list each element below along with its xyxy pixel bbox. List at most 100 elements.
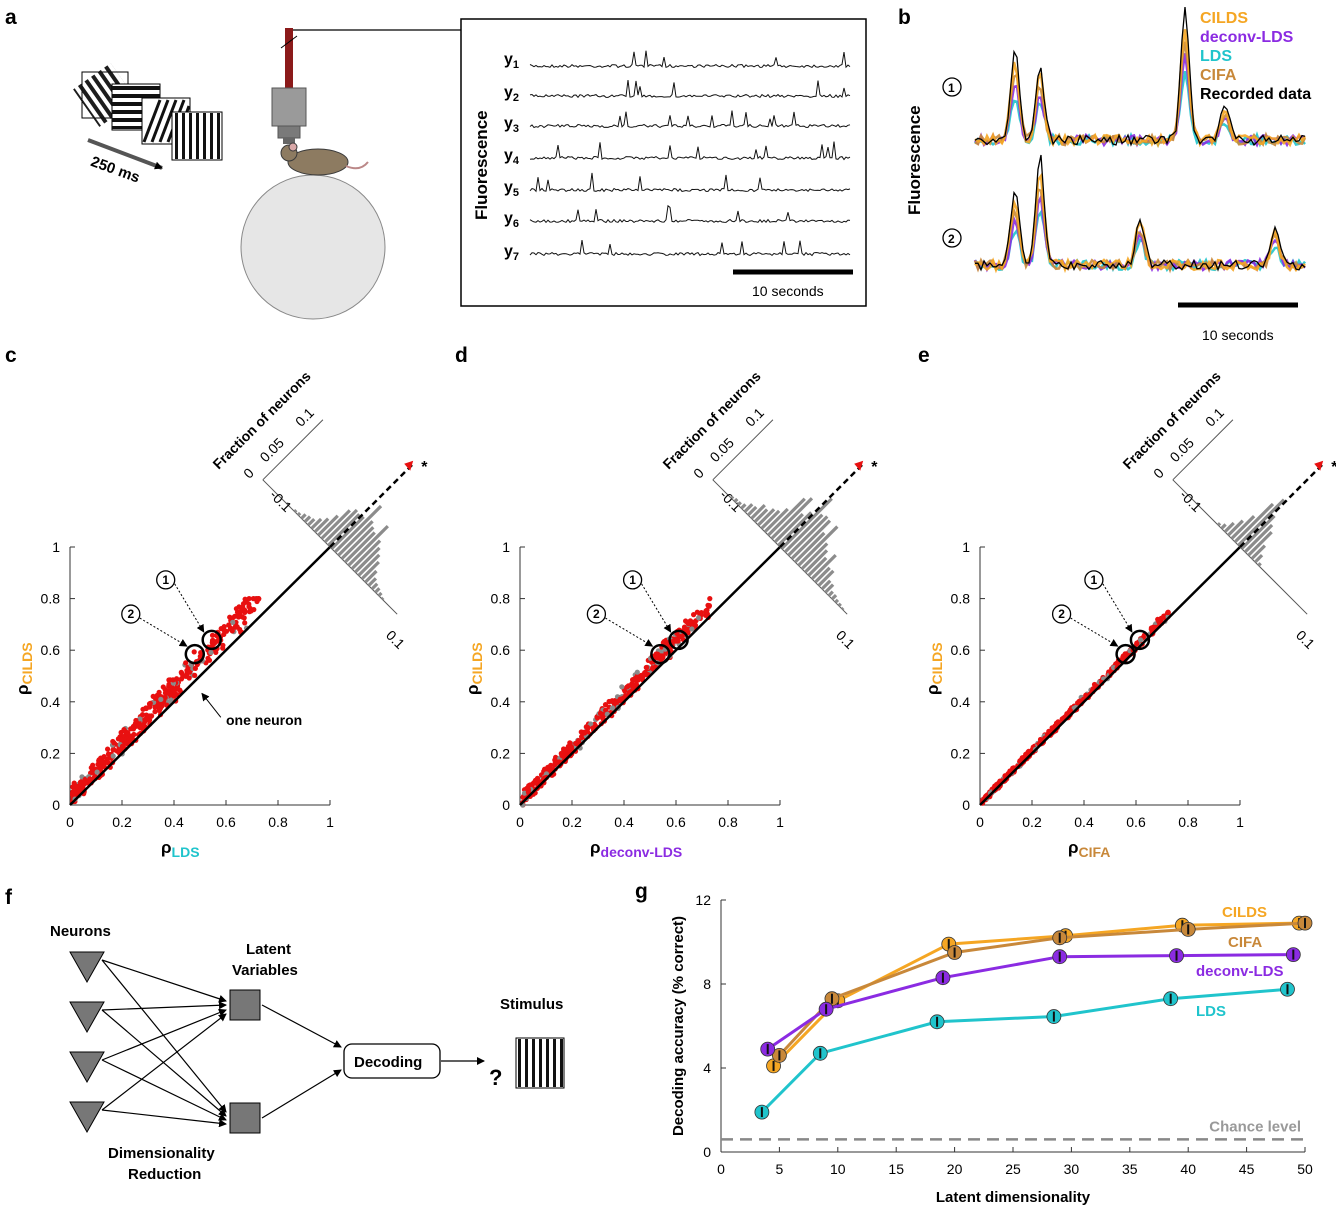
marker-circle-2 [586, 604, 607, 624]
hist-bar [793, 531, 826, 564]
scatter-point [246, 601, 252, 607]
scatter-point [187, 669, 193, 675]
hist-freq-tick: 0.1 [292, 404, 317, 429]
hist-bar [750, 503, 766, 520]
connection-arrows [101, 959, 485, 1128]
x-tick-label: 0 [717, 1161, 725, 1177]
svg-text:2: 2 [1058, 607, 1065, 621]
svg-text:1: 1 [162, 573, 169, 587]
hist-bar [783, 513, 824, 554]
x-tick-label: 45 [1239, 1161, 1255, 1177]
trace-line-5 [529, 172, 851, 193]
hist-bar [360, 560, 380, 581]
hist-freq-tick: 0.1 [742, 404, 767, 429]
hist-median-line [1239, 461, 1326, 548]
hist-bar [374, 587, 381, 594]
scatter-point [221, 627, 227, 633]
dimred-label-2: Reduction [128, 1166, 201, 1183]
x-axis-label: ρCIFA [1068, 838, 1110, 860]
hist-bar [814, 566, 831, 584]
scatter-point [125, 730, 131, 736]
scatter-panel-e: 000.20.20.40.40.60.60.80.81112ρCILDSρCIF… [923, 368, 1336, 860]
scatter-point [582, 729, 588, 736]
scatter-point [241, 615, 247, 621]
trace-label-y4: y4 [504, 147, 520, 167]
x-tick-label: 0.2 [562, 814, 582, 830]
scatter-point [1053, 720, 1060, 726]
hist-bar [807, 556, 828, 577]
scatter-point [246, 609, 253, 615]
hist-bar [733, 497, 739, 503]
scale-label-a: 10 seconds [752, 283, 824, 299]
scatter-point [162, 694, 168, 701]
panel-letter-d: d [455, 344, 468, 367]
hist-bar [827, 590, 834, 597]
hist-diff-high: 0.1 [833, 627, 858, 652]
x-tick-label: 0.2 [1022, 814, 1042, 830]
scatter-panel-d: 000.20.20.40.40.60.60.80.81112ρCILDSρdec… [463, 368, 878, 860]
y-tick-label: 0.4 [491, 694, 511, 710]
scatter-point [174, 676, 180, 682]
y-tick-label: 0.8 [41, 591, 61, 607]
panel-letter-g: g [635, 880, 648, 903]
panel-letter-c: c [5, 344, 17, 367]
svg-text:2: 2 [127, 607, 134, 621]
x-tick-label: 0.4 [1074, 814, 1094, 830]
latent-square-2 [229, 1102, 261, 1134]
hist-bar [320, 509, 351, 540]
marker-2: 2 [942, 228, 962, 248]
scatter-point [623, 693, 629, 699]
scatter-point [74, 783, 80, 789]
svg-text:1: 1 [948, 81, 955, 95]
scatter-point [156, 702, 162, 708]
scatter-point [602, 702, 609, 708]
mouse-icon [280, 142, 369, 176]
trace-label-y2: y2 [504, 84, 519, 104]
hist-bar [340, 526, 375, 560]
hist-bar [746, 505, 758, 517]
hist-bar [1227, 519, 1244, 537]
scatter-point [140, 712, 146, 718]
treadmill-ball [240, 174, 386, 320]
svg-text:1: 1 [629, 573, 636, 587]
y-tick-label: 1 [962, 539, 970, 555]
trace-line-7 [529, 240, 851, 257]
identity-line [979, 546, 1241, 806]
legend-cifa: CIFA [1200, 67, 1237, 84]
scatter-point [147, 700, 153, 706]
marker-circle-2 [121, 604, 141, 624]
trace-line-3 [529, 110, 851, 129]
scatter-point [617, 696, 623, 702]
x-tick-label: 0.8 [718, 814, 738, 830]
hist-freq-axis [712, 419, 774, 481]
y-tick-label: 0 [52, 797, 60, 813]
y-tick-label: 0.2 [491, 745, 511, 761]
scatter-point [192, 672, 198, 679]
dimred-label-1: Dimensionality [108, 1145, 215, 1162]
time-arrow [87, 138, 163, 170]
scatter-point [603, 707, 609, 713]
neuron-icons [69, 951, 105, 1134]
scatter-point [137, 716, 143, 722]
hist-bar [330, 515, 365, 550]
y-tick-label: 8 [703, 976, 711, 992]
x-tick-label: 0.8 [268, 814, 288, 830]
panel-letter-e: e [918, 344, 930, 367]
significance-star: * [421, 459, 428, 476]
hist-bar [347, 524, 389, 567]
hist-bar [1243, 523, 1274, 554]
scatter-point [213, 649, 219, 656]
hist-bar [770, 497, 814, 540]
grating-4-stripes [175, 113, 220, 159]
hist-bar [837, 602, 842, 607]
scatter-point [226, 622, 232, 628]
scatter-point [242, 596, 248, 602]
legend-cilds: CILDS [1200, 10, 1248, 27]
hist-bar [1230, 514, 1256, 540]
marker-circle-1 [156, 570, 176, 590]
trace-label-y7: y7 [504, 243, 519, 263]
scatter-point [525, 787, 532, 793]
scatter-point [1049, 725, 1055, 731]
x-tick-label: 20 [947, 1161, 963, 1177]
marker-1: 1 [942, 77, 962, 97]
